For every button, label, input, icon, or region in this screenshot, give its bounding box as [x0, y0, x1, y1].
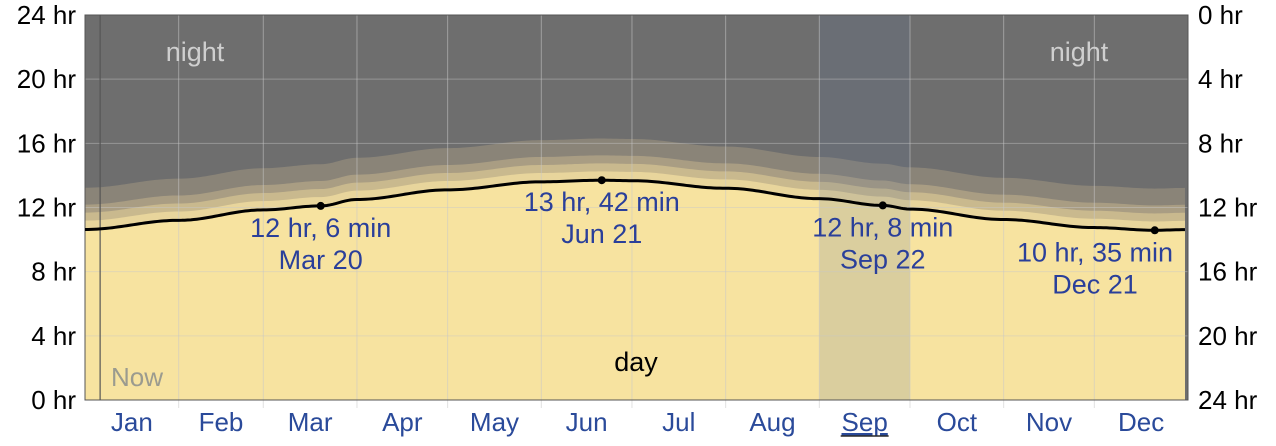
right-tick-label: 12 hr	[1198, 193, 1258, 223]
month-label-jul[interactable]: Jul	[662, 407, 695, 437]
left-y-axis: 0 hr 4 hr 8 hr 12 hr 16 hr 20 hr 24 hr	[17, 0, 77, 415]
month-label-nov[interactable]: Nov	[1026, 407, 1072, 437]
daylight-hours-line	[84, 178, 1185, 232]
annotation-duration: 12 hr, 8 min	[812, 212, 953, 242]
month-label-sep[interactable]: Sep	[842, 407, 888, 437]
grid-lines	[84, 14, 1189, 408]
month-label-mar[interactable]: Mar	[288, 407, 333, 437]
extreme-point-marker	[316, 201, 325, 210]
annotation-duration: 13 hr, 42 min	[524, 187, 680, 217]
night-label-right: night	[1050, 37, 1109, 67]
right-tick-label: 16 hr	[1198, 257, 1258, 287]
day-label: day	[614, 347, 658, 377]
left-tick-label: 16 hr	[17, 128, 77, 158]
left-tick-label: 12 hr	[17, 193, 77, 223]
annotation-duration: 12 hr, 6 min	[250, 213, 391, 243]
month-label-aug[interactable]: Aug	[749, 407, 795, 437]
month-label-may[interactable]: May	[470, 407, 519, 437]
month-axis: Jan Feb Mar Apr May Jun Jul Aug Sep Oct Nov Dec	[111, 407, 1164, 437]
extreme-point-marker	[1150, 226, 1159, 235]
annotation-date: Jun 21	[561, 219, 642, 249]
left-tick-label: 24 hr	[17, 0, 77, 30]
now-label: Now	[111, 362, 163, 392]
month-label-dec[interactable]: Dec	[1118, 407, 1164, 437]
right-tick-label: 24 hr	[1198, 385, 1258, 415]
month-label-apr[interactable]: Apr	[382, 407, 423, 437]
right-tick-label: 0 hr	[1198, 0, 1243, 30]
left-tick-label: 4 hr	[31, 321, 76, 351]
solstice-equinox-markers	[316, 176, 1159, 235]
annotation-date: Dec 21	[1052, 269, 1138, 299]
left-tick-label: 20 hr	[17, 64, 77, 94]
extreme-point-marker	[878, 201, 887, 210]
plot-border	[84, 14, 1189, 401]
left-tick-label: 0 hr	[31, 385, 76, 415]
month-label-jun[interactable]: Jun	[566, 407, 608, 437]
right-y-axis: 24 hr 20 hr 16 hr 12 hr 8 hr 4 hr 0 hr	[1198, 0, 1258, 415]
month-label-oct[interactable]: Oct	[937, 407, 978, 437]
annotation-date: Sep 22	[840, 244, 926, 274]
month-label-jan[interactable]: Jan	[111, 407, 153, 437]
right-tick-label: 4 hr	[1198, 64, 1243, 94]
annotation-date: Mar 20	[279, 245, 363, 275]
right-tick-label: 8 hr	[1198, 128, 1243, 158]
right-tick-label: 20 hr	[1198, 321, 1258, 351]
annotation-duration: 10 hr, 35 min	[1017, 237, 1173, 267]
left-tick-label: 8 hr	[31, 257, 76, 287]
extreme-point-marker	[597, 176, 606, 185]
month-label-feb[interactable]: Feb	[199, 407, 244, 437]
night-label-left: night	[166, 37, 225, 67]
